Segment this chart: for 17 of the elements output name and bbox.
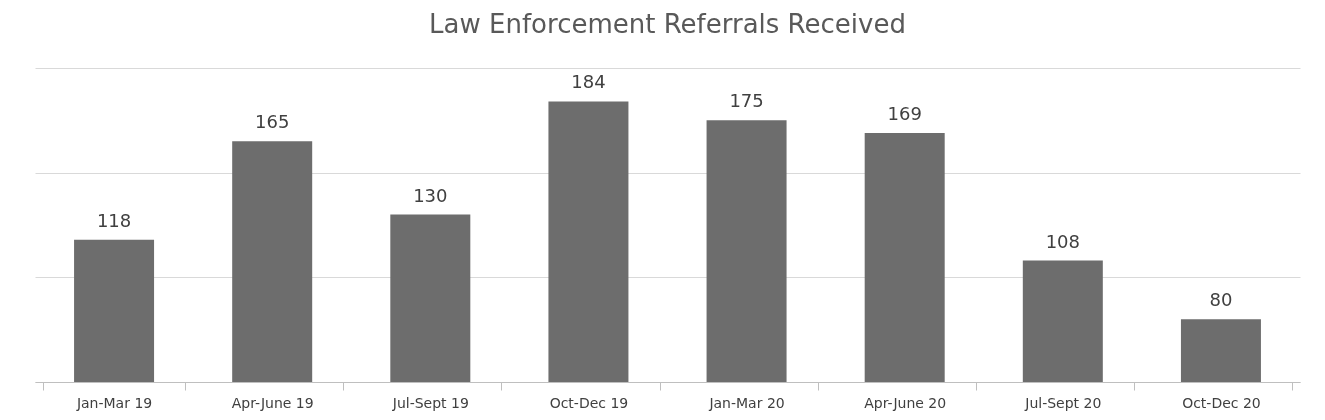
chart-title: Law Enforcement Referrals Received <box>429 9 906 39</box>
x-tick-label: Jan-Mar 19 <box>75 394 153 411</box>
x-tick-label: Jul-Sept 19 <box>391 394 469 411</box>
data-label: 118 <box>96 209 132 231</box>
data-label: 175 <box>729 90 764 112</box>
data-label: 108 <box>1045 230 1080 252</box>
data-label: 169 <box>887 102 922 124</box>
data-label: 184 <box>571 71 606 93</box>
x-tick-label: Jan-Mar 20 <box>708 394 785 411</box>
x-tick-label: Apr-June 19 <box>231 394 314 411</box>
data-label: 80 <box>1209 289 1233 311</box>
x-tick-label: Oct-Dec 20 <box>1182 394 1261 411</box>
x-tick-label: Oct-Dec 19 <box>549 394 629 411</box>
x-tick-label: Apr-June 20 <box>864 394 947 411</box>
data-label: 130 <box>413 184 448 206</box>
x-tick-label: Jul-Sept 20 <box>1024 394 1102 411</box>
data-label: 165 <box>255 111 290 133</box>
